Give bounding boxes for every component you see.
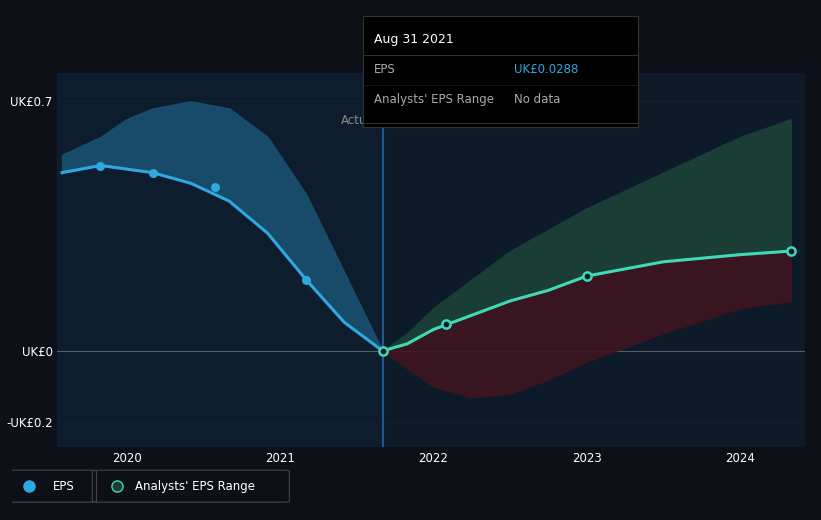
Point [580,272,594,280]
Text: Aug 31 2021: Aug 31 2021 [374,33,454,46]
Point [94,161,107,170]
Point [439,320,452,328]
Text: Actual: Actual [341,114,378,127]
Text: No data: No data [514,93,561,106]
Point [146,168,159,177]
Point [209,183,222,191]
Bar [57,73,383,447]
Text: Analysts Forecasts: Analysts Forecasts [392,114,502,127]
Point [376,347,389,355]
Text: Analysts' EPS Range: Analysts' EPS Range [135,479,255,493]
Text: Analysts' EPS Range: Analysts' EPS Range [374,93,494,106]
Text: EPS: EPS [374,62,396,75]
Text: UK£0.0288: UK£0.0288 [514,62,579,75]
Text: EPS: EPS [53,479,75,493]
Point [784,247,797,255]
Point [300,276,313,284]
Point [376,347,389,355]
